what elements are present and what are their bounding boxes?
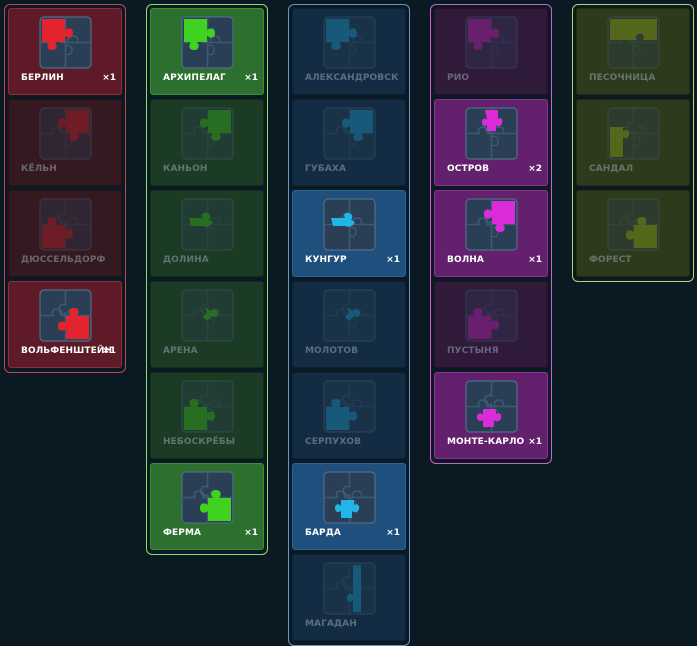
map-card-label: ПЕСОЧНИЦА: [589, 73, 656, 83]
puzzle-map-icon: [181, 471, 234, 524]
map-card-count-badge: ×1: [244, 528, 258, 538]
puzzle-map-icon: [181, 198, 234, 251]
map-card-label: ПУСТЫНЯ: [447, 346, 499, 356]
map-card-label: КЁЛЬН: [21, 164, 57, 174]
map-card-label: ОСТРОВ: [447, 164, 490, 174]
map-card-label: ДОЛИНА: [163, 255, 209, 265]
map-card-count-badge: ×1: [102, 73, 116, 83]
map-card-label: БАРДА: [305, 528, 341, 538]
map-group-purple: РИО ОСТРОВ ×2 ВОЛНА ×1 ПУСТЫНЯ МОНТЕ-КАРЛО…: [430, 4, 552, 464]
map-card-label: НЕБОСКРЁБЫ: [163, 437, 236, 447]
map-card[interactable]: ВОЛЬФЕНШТЕЙН ×1: [8, 281, 122, 368]
map-card[interactable]: ОСТРОВ ×2: [434, 99, 548, 186]
map-card[interactable]: НЕБОСКРЁБЫ: [150, 372, 264, 459]
puzzle-map-icon: [39, 107, 92, 160]
map-card-label: АЛЕКСАНДРОВСК: [305, 73, 399, 83]
map-card[interactable]: БЕРЛИН ×1: [8, 8, 122, 95]
map-card-label: РИО: [447, 73, 470, 83]
puzzle-map-icon: [181, 107, 234, 160]
map-card[interactable]: СЕРПУХОВ: [292, 372, 406, 459]
puzzle-map-icon: [465, 107, 518, 160]
map-card-label: МОНТЕ-КАРЛО: [447, 437, 525, 447]
puzzle-map-icon: [323, 380, 376, 433]
map-card-count-badge: ×1: [386, 255, 400, 265]
map-card-count-badge: ×2: [528, 164, 542, 174]
puzzle-map-icon: [181, 380, 234, 433]
map-card[interactable]: АРХИПЕЛАГ ×1: [150, 8, 264, 95]
puzzle-map-icon: [39, 289, 92, 342]
puzzle-map-icon: [181, 289, 234, 342]
map-card-label: СЕРПУХОВ: [305, 437, 362, 447]
map-card[interactable]: РИО: [434, 8, 548, 95]
map-card-label: ВОЛЬФЕНШТЕЙН: [21, 346, 113, 356]
map-card-count-badge: ×1: [244, 73, 258, 83]
map-card-count-badge: ×1: [102, 346, 116, 356]
map-card[interactable]: ФОРЕСТ: [576, 190, 690, 277]
map-card-label: АРЕНА: [163, 346, 198, 356]
map-card[interactable]: ДЮССЕЛЬДОРФ: [8, 190, 122, 277]
map-card-label: ГУБАХА: [305, 164, 347, 174]
puzzle-map-icon: [323, 107, 376, 160]
map-card-label: ФОРЕСТ: [589, 255, 632, 265]
puzzle-map-icon: [465, 16, 518, 69]
map-group-red: БЕРЛИН ×1 КЁЛЬН ДЮССЕЛЬДОРФ ВОЛЬФЕНШТЕЙН ×…: [4, 4, 126, 373]
map-card-count-badge: ×1: [528, 437, 542, 447]
map-card-label: БЕРЛИН: [21, 73, 64, 83]
map-card[interactable]: КАНЬОН: [150, 99, 264, 186]
puzzle-map-icon: [465, 198, 518, 251]
map-card-label: ДЮССЕЛЬДОРФ: [21, 255, 106, 265]
map-group-blue: АЛЕКСАНДРОВСК ГУБАХА КУНГУР ×1 МОЛОТОВ СЕ…: [288, 4, 410, 646]
puzzle-map-icon: [39, 16, 92, 69]
puzzle-map-icon: [465, 289, 518, 342]
map-card[interactable]: ПУСТЫНЯ: [434, 281, 548, 368]
puzzle-map-icon: [607, 107, 660, 160]
puzzle-map-icon: [323, 289, 376, 342]
map-card[interactable]: САНДАЛ: [576, 99, 690, 186]
map-card[interactable]: МОЛОТОВ: [292, 281, 406, 368]
puzzle-map-icon: [607, 16, 660, 69]
map-card[interactable]: БАРДА ×1: [292, 463, 406, 550]
map-card[interactable]: ФЕРМА ×1: [150, 463, 264, 550]
map-card-label: МАГАДАН: [305, 619, 357, 629]
map-card-count-badge: ×1: [386, 528, 400, 538]
map-card-label: КУНГУР: [305, 255, 347, 265]
map-card-count-badge: ×1: [528, 255, 542, 265]
map-card[interactable]: АРЕНА: [150, 281, 264, 368]
puzzle-map-icon: [39, 198, 92, 251]
puzzle-map-icon: [181, 16, 234, 69]
map-card[interactable]: МОНТЕ-КАРЛО ×1: [434, 372, 548, 459]
map-card-label: КАНЬОН: [163, 164, 208, 174]
puzzle-map-icon: [323, 198, 376, 251]
map-card-label: ФЕРМА: [163, 528, 202, 538]
puzzle-map-icon: [465, 380, 518, 433]
map-card[interactable]: КЁЛЬН: [8, 99, 122, 186]
map-group-olive: ПЕСОЧНИЦА САНДАЛ ФОРЕСТ: [572, 4, 694, 282]
map-card[interactable]: ВОЛНА ×1: [434, 190, 548, 277]
puzzle-map-icon: [323, 471, 376, 524]
map-group-green: АРХИПЕЛАГ ×1 КАНЬОН ДОЛИНА АРЕНА НЕБОСКРЁ…: [146, 4, 268, 555]
map-card-label: САНДАЛ: [589, 164, 634, 174]
map-card[interactable]: ГУБАХА: [292, 99, 406, 186]
map-card[interactable]: ДОЛИНА: [150, 190, 264, 277]
map-card[interactable]: АЛЕКСАНДРОВСК: [292, 8, 406, 95]
puzzle-map-icon: [323, 562, 376, 615]
map-card[interactable]: МАГАДАН: [292, 554, 406, 641]
puzzle-map-icon: [323, 16, 376, 69]
map-card-label: МОЛОТОВ: [305, 346, 359, 356]
map-card-label: ВОЛНА: [447, 255, 484, 265]
puzzle-map-icon: [607, 198, 660, 251]
map-card[interactable]: КУНГУР ×1: [292, 190, 406, 277]
map-card[interactable]: ПЕСОЧНИЦА: [576, 8, 690, 95]
map-card-label: АРХИПЕЛАГ: [163, 73, 226, 83]
